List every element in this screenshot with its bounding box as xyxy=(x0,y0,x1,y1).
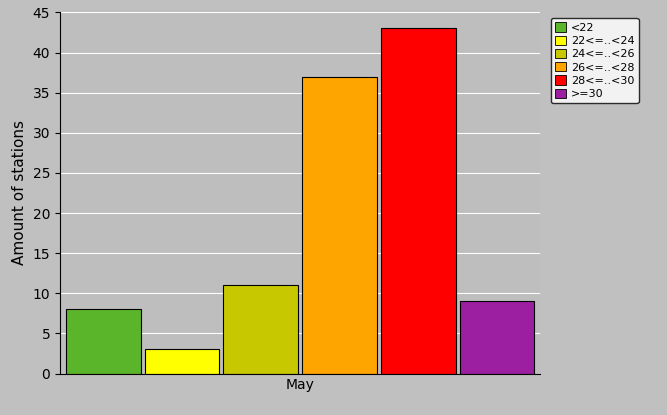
Bar xyxy=(145,349,219,374)
Legend: <22, 22<=..<24, 24<=..<26, 26<=..<28, 28<=..<30, >=30: <22, 22<=..<24, 24<=..<26, 26<=..<28, 28… xyxy=(551,18,639,103)
Bar xyxy=(302,77,377,374)
Bar xyxy=(223,285,298,374)
Bar xyxy=(66,309,141,374)
Bar xyxy=(381,29,456,374)
Bar xyxy=(460,301,534,374)
Y-axis label: Amount of stations: Amount of stations xyxy=(12,120,27,266)
